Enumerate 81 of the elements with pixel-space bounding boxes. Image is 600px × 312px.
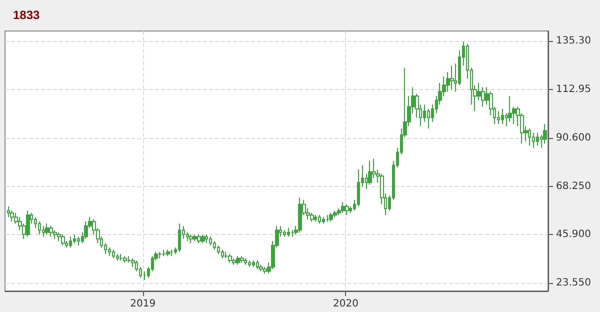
candlestick: [508, 95, 512, 122]
candlestick: [287, 228, 290, 238]
candlestick: [127, 256, 131, 264]
candlestick: [427, 108, 430, 129]
candlestick: [108, 246, 111, 257]
candlestick: [45, 223, 49, 235]
candlestick: [240, 256, 244, 264]
candlestick: [291, 230, 294, 238]
candlestick: [329, 212, 333, 222]
y-tick-label: 68.250: [556, 180, 591, 192]
y-tick-label: 135.30: [556, 36, 591, 47]
x-tick-label: 2020: [332, 298, 358, 310]
candlestick: [69, 236, 72, 248]
y-tick-label: 90.600: [556, 132, 591, 144]
candlestick: [77, 236, 80, 246]
candlestick: [209, 236, 212, 246]
candlestick: [49, 225, 53, 238]
candlestick: [73, 234, 76, 244]
candlestick: [259, 264, 263, 272]
candlestick: [314, 214, 317, 222]
candlestick: [341, 202, 345, 214]
y-tick-label: 45.900: [556, 229, 591, 240]
candlestick: [543, 124, 547, 144]
candlestick: [112, 249, 115, 259]
candlestick: [131, 258, 135, 268]
candlestick: [119, 253, 123, 261]
candlestick: [310, 212, 314, 222]
candlestick: [224, 251, 228, 259]
candlestick: [53, 230, 57, 240]
candlestick: [38, 221, 41, 235]
y-tick-label: 23.550: [556, 278, 591, 289]
candlestick: [116, 253, 119, 261]
candlestick: [221, 249, 224, 259]
candlestick: [205, 234, 208, 244]
candlestick: [248, 260, 251, 268]
candlestick: [26, 210, 30, 238]
candlestick: [252, 260, 255, 268]
candlestick: [193, 234, 197, 242]
candlestick: [256, 260, 259, 270]
chart-title: 1833: [13, 8, 40, 22]
candlestick: [166, 249, 170, 257]
candlestick: [143, 270, 146, 280]
candlestick: [326, 214, 329, 222]
candlestick: [263, 266, 267, 274]
candlestick: [57, 232, 61, 242]
candlestick: [481, 86, 485, 108]
candlestick: [170, 249, 173, 257]
candlestick: [368, 160, 372, 186]
candlestick: [497, 110, 500, 125]
candlestick: [201, 234, 205, 244]
candlestick: [298, 197, 302, 233]
candlestick: [450, 65, 454, 90]
candlestick: [536, 132, 539, 146]
candlestick: [7, 206, 10, 218]
candlestick: [10, 210, 14, 222]
y-tick-label: 112.95: [556, 84, 591, 96]
candlestick: [345, 204, 349, 216]
candlestick: [244, 258, 247, 266]
candlestick: [42, 225, 45, 238]
candlestick: [532, 132, 535, 148]
candlestick: [333, 210, 337, 218]
candlestick: [178, 223, 181, 252]
candlestick: [357, 169, 360, 207]
candlestick: [232, 258, 236, 266]
candlestick: [162, 249, 166, 257]
candlestick: [61, 234, 65, 246]
candlestick: [322, 216, 325, 224]
candlestick: [528, 128, 531, 146]
candlestick: [213, 240, 216, 250]
candlestick: [197, 234, 201, 244]
candlestick: [84, 221, 88, 240]
candlestick: [318, 214, 321, 224]
candlestick: [228, 253, 232, 264]
candlestick: [501, 108, 504, 125]
candlestick: [236, 256, 240, 266]
candlestick: [158, 251, 162, 259]
candlestick: [189, 234, 193, 244]
candlestick: [217, 244, 220, 254]
x-tick-label: 2019: [130, 298, 156, 310]
candlestick: [123, 256, 127, 264]
candlestick: [283, 230, 286, 238]
